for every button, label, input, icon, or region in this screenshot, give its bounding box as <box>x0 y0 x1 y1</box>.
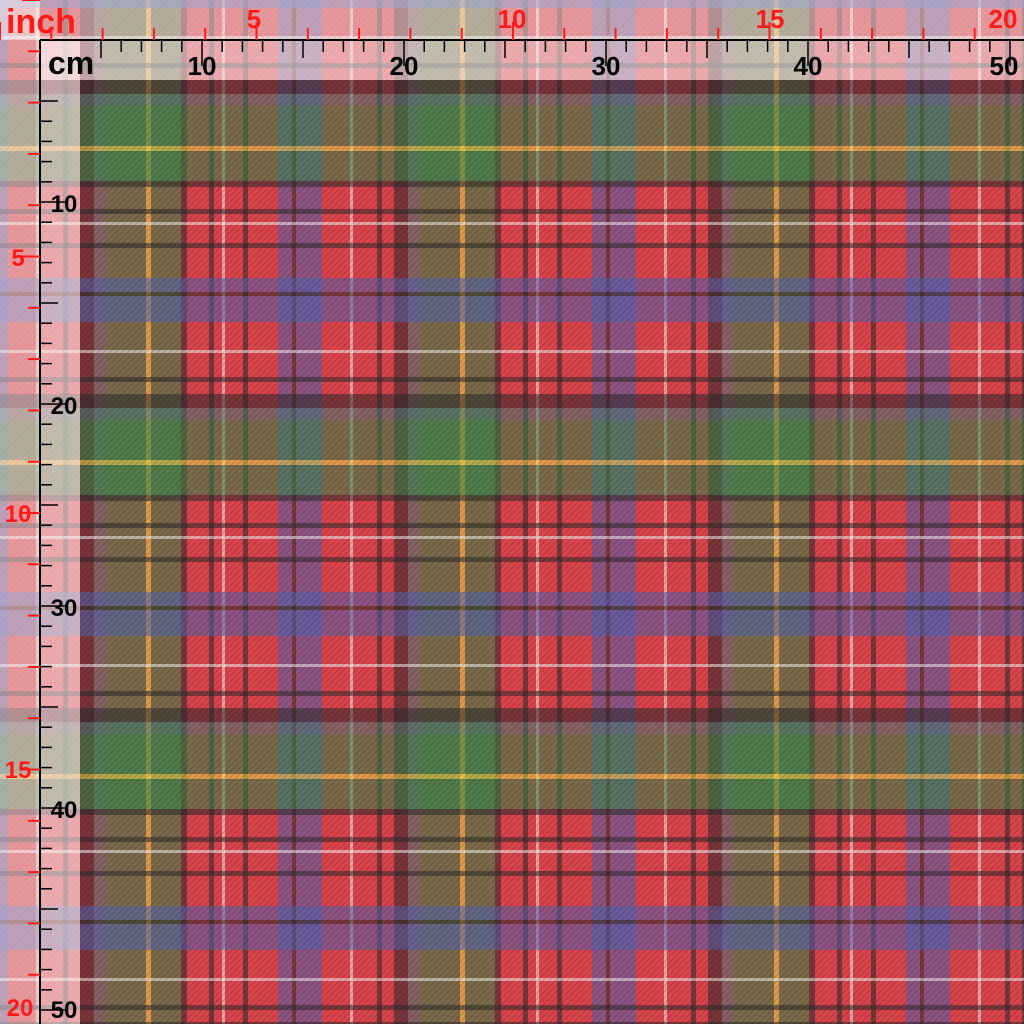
tartan-fabric <box>0 0 1024 1024</box>
twill-texture <box>0 0 1024 1024</box>
